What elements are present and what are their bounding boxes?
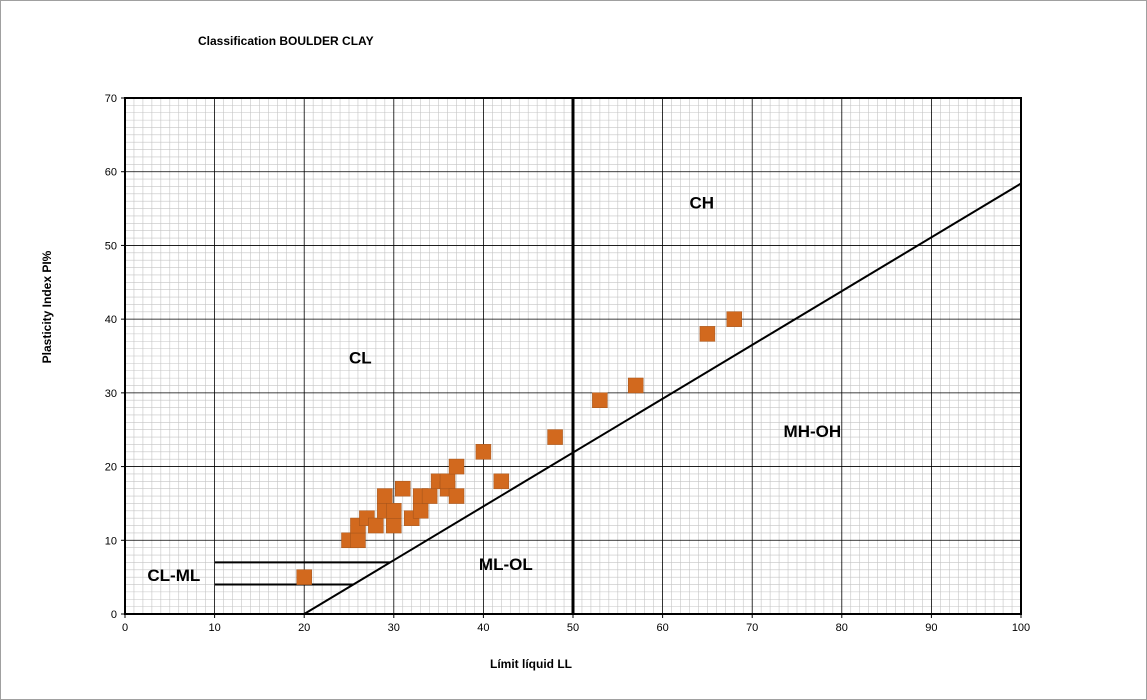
- x-tick-label: 70: [746, 622, 758, 634]
- data-point: [421, 488, 438, 504]
- region-label: CL: [349, 348, 372, 367]
- x-tick-label: 90: [925, 622, 937, 634]
- x-tick-label: 60: [656, 622, 668, 634]
- data-point: [386, 517, 402, 534]
- x-axis-ticks: 0 10 20 30 40 50 60 70 80 90 100: [122, 614, 1030, 634]
- region-label: MH-OH: [784, 422, 842, 441]
- data-point: [412, 503, 429, 519]
- data-point: [350, 532, 366, 549]
- chart-title: Classification BOULDER CLAY: [198, 34, 374, 48]
- reference-lines: [214, 98, 1022, 615]
- y-tick-label: 0: [111, 609, 117, 621]
- data-point: [493, 473, 510, 490]
- y-tick-label: 70: [105, 93, 117, 105]
- data-point: [368, 517, 384, 534]
- region-labels: CH CL MH-OH ML-OL CL-ML: [147, 194, 841, 585]
- x-tick-label: 50: [567, 622, 579, 634]
- data-point: [726, 311, 743, 327]
- y-tick-label: 30: [105, 388, 117, 400]
- x-tick-label: 20: [298, 622, 310, 634]
- data-point: [699, 326, 716, 342]
- y-tick-label: 10: [105, 535, 117, 547]
- data-point: [475, 444, 492, 460]
- data-points: [296, 311, 743, 585]
- region-label: CL-ML: [147, 566, 200, 585]
- region-label: CH: [689, 194, 714, 213]
- y-tick-label: 60: [105, 167, 117, 179]
- data-point: [627, 377, 644, 394]
- reference-line: [303, 182, 1022, 615]
- x-tick-label: 40: [477, 622, 489, 634]
- data-point: [439, 473, 456, 490]
- x-tick-label: 80: [836, 622, 848, 634]
- y-tick-label: 50: [105, 240, 117, 252]
- x-tick-label: 30: [388, 622, 400, 634]
- data-point: [592, 392, 608, 408]
- x-tick-label: 10: [208, 622, 220, 634]
- x-tick-label: 100: [1012, 622, 1030, 634]
- data-point: [395, 480, 411, 497]
- data-point: [377, 488, 393, 504]
- y-tick-label: 20: [105, 462, 117, 474]
- y-tick-label: 40: [105, 314, 117, 326]
- data-point: [448, 458, 465, 475]
- x-axis-label: Límit líquid LL: [490, 657, 572, 671]
- x-tick-label: 0: [122, 622, 128, 634]
- y-axis-ticks: 0 10 20 30 40 50 60 70: [105, 93, 125, 621]
- data-point: [547, 429, 563, 445]
- data-point: [448, 488, 465, 504]
- data-point: [296, 569, 312, 585]
- data-point: [386, 503, 402, 519]
- region-label: ML-OL: [479, 555, 533, 574]
